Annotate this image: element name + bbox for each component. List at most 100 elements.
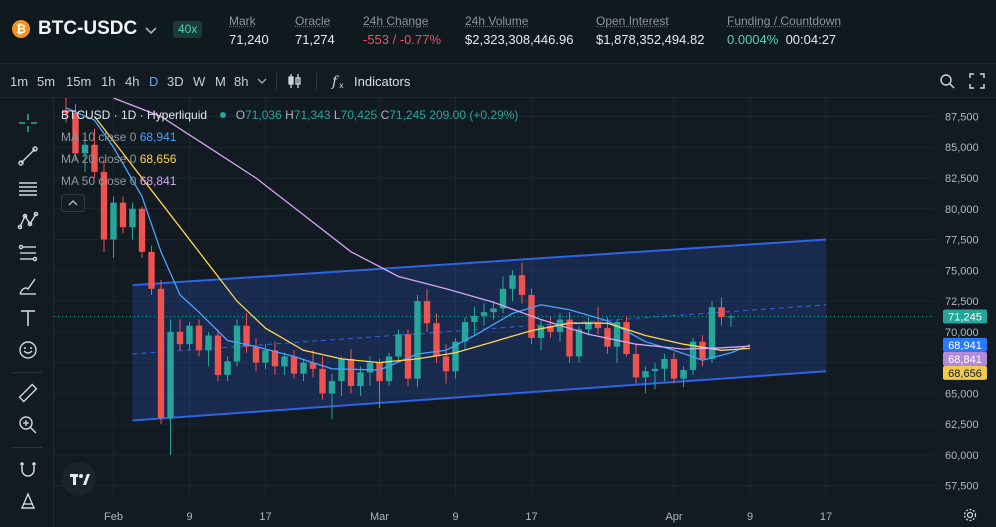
magnet-icon[interactable] bbox=[17, 458, 39, 480]
timeframe-1m[interactable]: 1m bbox=[10, 74, 29, 89]
timeframe-4h[interactable]: 4h bbox=[125, 74, 140, 89]
chart-legend: BTCUSD · 1D · Hyperliquid O71,036 H71,34… bbox=[61, 108, 518, 196]
gear-icon[interactable] bbox=[962, 507, 978, 523]
legend-close: 71,245 bbox=[389, 108, 426, 122]
trend-line-icon[interactable] bbox=[17, 145, 39, 167]
legend-ma50[interactable]: MA 50 close 0 68,841 bbox=[61, 174, 177, 188]
candle-body bbox=[319, 368, 326, 394]
candle-body bbox=[471, 315, 478, 322]
candle-body bbox=[176, 331, 184, 345]
candle-body bbox=[537, 325, 545, 338]
candle-body bbox=[72, 112, 79, 154]
candle-body bbox=[718, 307, 725, 318]
price-chart[interactable]: 57,50060,00062,50065,00067,50070,00072,5… bbox=[54, 98, 996, 527]
stat-value: $1,878,352,494.82 bbox=[596, 32, 705, 47]
stat-value: 71,240 bbox=[229, 32, 269, 47]
x-tick-label: 17 bbox=[259, 511, 271, 523]
price-badge-label: 68,841 bbox=[948, 354, 982, 366]
price-badge bbox=[943, 337, 987, 352]
candle-body bbox=[689, 341, 697, 370]
timeframe-w[interactable]: W bbox=[193, 74, 206, 89]
candles-icon[interactable] bbox=[286, 72, 304, 90]
pattern-icon[interactable] bbox=[17, 210, 39, 232]
time-axis[interactable]: Feb 9 17 Mar 9 17 Apr 9 17 bbox=[104, 511, 832, 523]
legend-ma20[interactable]: MA 20 close 0 68,656 bbox=[61, 152, 177, 166]
leverage-badge[interactable]: 40x bbox=[173, 21, 203, 38]
timeframe-5m[interactable]: 5m bbox=[37, 74, 56, 89]
timeframe-d[interactable]: D bbox=[149, 74, 159, 89]
candle-body bbox=[129, 208, 136, 228]
legend-collapse-button[interactable] bbox=[61, 194, 85, 212]
timeframe-1h[interactable]: 1h bbox=[101, 74, 116, 89]
stat-label: 24h Volume bbox=[465, 14, 529, 28]
channel-fill bbox=[132, 239, 826, 421]
y-tick-label: 75,000 bbox=[945, 265, 979, 277]
y-tick-label: 62,500 bbox=[945, 419, 979, 431]
candle-body bbox=[395, 334, 402, 357]
price-badge-label: 68,941 bbox=[948, 340, 982, 352]
zoom-in-icon[interactable] bbox=[17, 414, 39, 436]
text-tool-icon[interactable] bbox=[17, 307, 39, 329]
price-axis[interactable]: 57,50060,00062,50065,00067,50070,00072,5… bbox=[943, 111, 987, 493]
zoom-scan-icon[interactable] bbox=[938, 72, 956, 90]
lock-drawings-icon[interactable] bbox=[17, 490, 39, 512]
y-tick-label: 70,000 bbox=[945, 327, 979, 339]
timeframe-m[interactable]: M bbox=[215, 74, 226, 89]
chart-canvas[interactable]: 57,50060,00062,50065,00067,50070,00072,5… bbox=[54, 98, 996, 527]
indicators-button[interactable]: Indicators bbox=[354, 74, 411, 89]
timeframe-3d[interactable]: 3D bbox=[167, 74, 184, 89]
price-badge-label: 68,656 bbox=[948, 368, 982, 380]
legend-low: 70,425 bbox=[340, 108, 378, 122]
svg-text:x: x bbox=[339, 81, 344, 90]
tradingview-logo-icon[interactable] bbox=[62, 462, 96, 496]
stat-value: 71,274 bbox=[295, 32, 335, 47]
ma-line-10 bbox=[65, 107, 751, 371]
legend-ma10[interactable]: MA 10 close 0 68,941 bbox=[61, 130, 177, 144]
y-tick-label: 85,000 bbox=[945, 142, 979, 154]
timeframe-15m[interactable]: 15m bbox=[66, 74, 92, 89]
y-tick-label: 87,500 bbox=[945, 111, 979, 123]
stat-label: Mark bbox=[229, 14, 256, 28]
candle-body bbox=[547, 325, 554, 332]
candle-body bbox=[157, 288, 165, 418]
legend-title[interactable]: BTCUSD · 1D · Hyperliquid bbox=[61, 108, 208, 122]
candle-body bbox=[423, 301, 431, 324]
brush-icon[interactable] bbox=[17, 275, 39, 297]
emoji-icon[interactable] bbox=[17, 339, 39, 361]
chevron-down-icon[interactable] bbox=[143, 22, 159, 38]
candle-body bbox=[271, 350, 279, 367]
candle-body bbox=[309, 362, 317, 369]
candle-body bbox=[62, 110, 70, 113]
channel-upper-line bbox=[132, 238, 827, 287]
fib-retracement-icon[interactable] bbox=[17, 242, 39, 264]
timeframe-chevron-icon[interactable] bbox=[256, 73, 268, 89]
x-tick-label: Apr bbox=[665, 511, 682, 523]
horizontal-lines-icon[interactable] bbox=[17, 178, 39, 200]
candle-body bbox=[100, 171, 108, 240]
y-tick-label: 60,000 bbox=[945, 450, 979, 462]
candle-body bbox=[385, 356, 393, 382]
ruler-icon[interactable] bbox=[17, 382, 39, 404]
candle-body bbox=[442, 356, 450, 372]
candle-body bbox=[518, 275, 526, 295]
candle-body bbox=[585, 322, 592, 330]
candle-body bbox=[347, 358, 355, 386]
crosshair-icon[interactable] bbox=[17, 112, 39, 134]
candle-body bbox=[119, 202, 127, 228]
candle-body bbox=[480, 312, 488, 316]
candle-body bbox=[138, 208, 146, 252]
candle-body bbox=[186, 325, 193, 345]
funding-rate: 0.0004% bbox=[727, 32, 779, 47]
candle-body bbox=[148, 251, 155, 289]
stat-24h-change: 24h Change -553 / -0.77% bbox=[363, 14, 441, 47]
timeframe-8h[interactable]: 8h bbox=[234, 74, 249, 89]
moving-averages bbox=[65, 98, 751, 371]
candle-body bbox=[613, 322, 621, 347]
tools-divider bbox=[12, 372, 42, 373]
market-pair-selector[interactable]: BTC-USDC bbox=[38, 18, 138, 39]
fullscreen-icon[interactable] bbox=[968, 72, 986, 90]
chevron-up-icon bbox=[68, 200, 78, 206]
candle-body bbox=[490, 308, 497, 313]
